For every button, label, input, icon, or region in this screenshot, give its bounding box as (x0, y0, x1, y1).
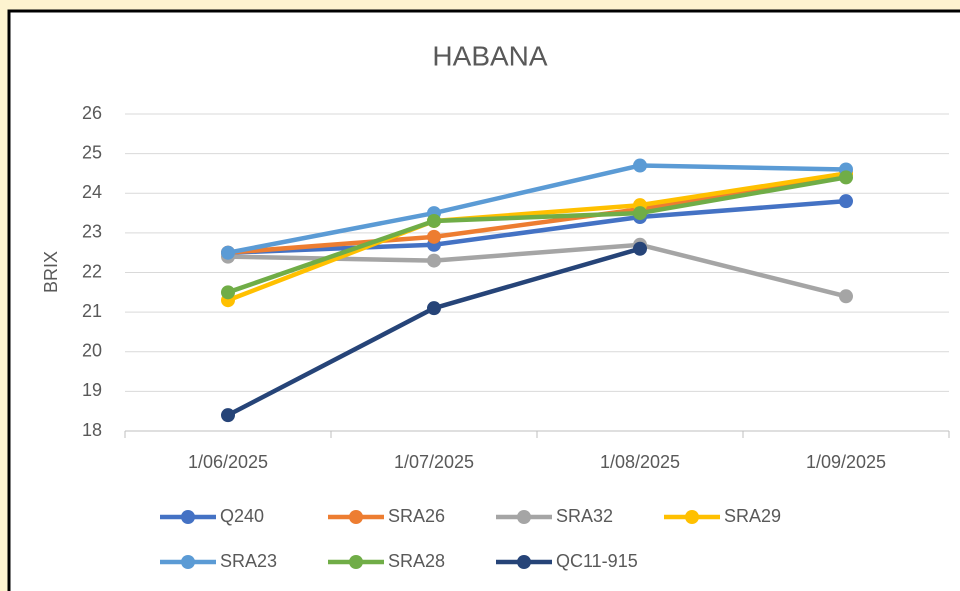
chart-frame (7, 9, 960, 591)
legend-label: Q240 (220, 506, 264, 526)
data-point (633, 158, 647, 173)
data-point (427, 229, 441, 244)
chart-title: HABANA (432, 40, 547, 71)
x-tick-label: 1/08/2025 (600, 452, 680, 472)
y-tick-label: 23 (82, 222, 102, 242)
y-axis-label: BRIX (41, 251, 61, 293)
legend-marker (349, 510, 363, 524)
legend-label: SRA23 (220, 551, 277, 571)
data-point (221, 245, 235, 260)
legend-marker (685, 510, 699, 524)
x-tick-label: 1/06/2025 (188, 452, 268, 472)
legend-marker (181, 555, 195, 569)
y-tick-label: 22 (82, 261, 102, 281)
series-line (227, 163, 847, 255)
data-point (633, 206, 647, 221)
legend-label: SRA29 (724, 506, 781, 526)
data-point (427, 213, 441, 228)
data-point (221, 285, 235, 300)
y-tick-label: 18 (82, 420, 102, 440)
series-line (227, 171, 847, 303)
x-tick-label: 1/09/2025 (806, 452, 886, 472)
legend-label: SRA28 (388, 551, 445, 571)
legend-marker (517, 555, 531, 569)
legend-marker (349, 555, 363, 569)
legend-marker (517, 510, 531, 524)
data-point (633, 241, 647, 256)
y-tick-label: 24 (82, 182, 102, 202)
y-tick-label: 21 (82, 301, 102, 321)
data-point (221, 408, 235, 423)
legend-label: SRA26 (388, 506, 445, 526)
data-point (427, 301, 441, 316)
legend-marker (181, 510, 195, 524)
legend-label: SRA32 (556, 506, 613, 526)
y-tick-label: 26 (82, 103, 102, 123)
y-tick-label: 25 (82, 142, 102, 162)
data-point (839, 194, 853, 209)
legend-label: QC11-915 (556, 551, 638, 571)
data-point (839, 170, 853, 185)
y-tick-label: 20 (82, 341, 102, 361)
data-point (427, 253, 441, 268)
series-line (227, 198, 847, 255)
data-point (839, 289, 853, 304)
x-tick-label: 1/07/2025 (394, 452, 474, 472)
y-tick-label: 19 (82, 380, 102, 400)
series-line (227, 175, 847, 295)
